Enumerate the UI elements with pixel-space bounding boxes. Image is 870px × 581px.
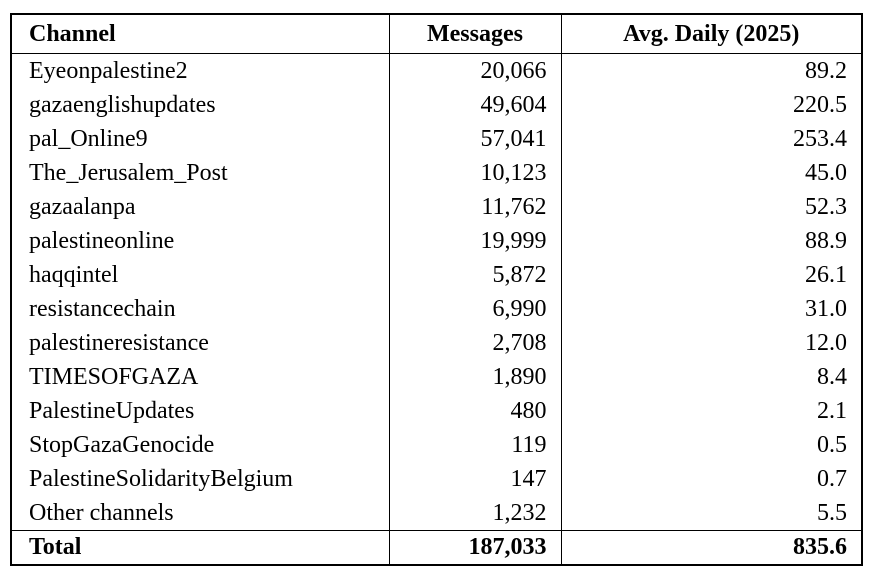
table-row: Other channels 1,232 5.5: [11, 496, 862, 531]
total-row: Total 187,033 835.6: [11, 530, 862, 565]
table-body: Eyeonpalestine2 20,066 89.2 gazaenglishupda…: [11, 53, 862, 531]
total-label: Total: [11, 530, 389, 565]
table-row: palestineonline 19,999 88.9: [11, 224, 862, 258]
table-row: TIMESOFGAZA 1,890 8.4: [11, 360, 862, 394]
table-row: The_Jerusalem_Post 10,123 45.0: [11, 156, 862, 190]
channel-cell: PalestineSolidarityBelgium: [29, 465, 293, 492]
channel-cell: StopGazaGenocide: [29, 431, 215, 458]
messages-cell: 119: [388, 428, 561, 462]
messages-cell: 480: [388, 394, 561, 428]
avg-daily-cell: 2.1: [560, 394, 862, 428]
messages-cell: 20,066: [388, 53, 561, 88]
channel-cell: PalestineUpdates: [29, 397, 195, 424]
table-header: Channel Messages Avg. Daily (2025): [11, 14, 862, 54]
table-row: PalestineUpdates 480 2.1: [11, 394, 862, 428]
column-header-messages: Messages: [388, 14, 561, 54]
channel-cell: haqqintel: [29, 261, 119, 288]
messages-cell: 57,041: [388, 122, 561, 156]
avg-daily-cell: 31.0: [560, 292, 862, 326]
avg-daily-cell: 220.5: [560, 88, 862, 122]
total-avg-daily: 835.6: [560, 530, 862, 565]
table-row: Eyeonpalestine2 20,066 89.2: [11, 53, 862, 88]
channel-cell: gazaenglishupdates: [29, 91, 216, 118]
avg-daily-cell: 5.5: [560, 496, 862, 531]
avg-daily-cell: 12.0: [560, 326, 862, 360]
avg-daily-cell: 45.0: [560, 156, 862, 190]
channel-cell: resistancechain: [29, 295, 176, 322]
messages-cell: 2,708: [388, 326, 561, 360]
messages-cell: 49,604: [388, 88, 561, 122]
messages-cell: 11,762: [388, 190, 561, 224]
avg-daily-cell: 26.1: [560, 258, 862, 292]
channel-cell: The_Jerusalem_Post: [29, 159, 228, 186]
avg-daily-cell: 88.9: [560, 224, 862, 258]
table-row: gazaalanpa 11,762 52.3: [11, 190, 862, 224]
channel-cell: Other channels: [29, 499, 174, 526]
channels-table: Channel Messages Avg. Daily (2025) Eyeon…: [10, 13, 863, 566]
channel-cell: pal_Online9: [29, 125, 148, 152]
avg-daily-cell: 0.7: [560, 462, 862, 496]
avg-daily-cell: 0.5: [560, 428, 862, 462]
messages-cell: 1,890: [388, 360, 561, 394]
avg-daily-cell: 89.2: [560, 53, 862, 88]
messages-cell: 10,123: [388, 156, 561, 190]
header-row: Channel Messages Avg. Daily (2025): [11, 14, 862, 54]
messages-cell: 6,990: [388, 292, 561, 326]
avg-daily-cell: 8.4: [560, 360, 862, 394]
messages-cell: 19,999: [388, 224, 561, 258]
table-row: palestineresistance 2,708 12.0: [11, 326, 862, 360]
channel-cell: gazaalanpa: [29, 193, 136, 220]
messages-cell: 5,872: [388, 258, 561, 292]
avg-daily-cell: 253.4: [560, 122, 862, 156]
avg-daily-cell: 52.3: [560, 190, 862, 224]
table-row: pal_Online9 57,041 253.4: [11, 122, 862, 156]
column-header-avg-daily: Avg. Daily (2025): [560, 14, 862, 54]
table-row: StopGazaGenocide 119 0.5: [11, 428, 862, 462]
channel-cell: TIMESOFGAZA: [29, 363, 199, 390]
channel-cell: palestineresistance: [29, 329, 209, 356]
messages-cell: 1,232: [388, 496, 561, 531]
table-footer: Total 187,033 835.6: [11, 530, 862, 565]
table-row: PalestineSolidarityBelgium 147 0.7: [11, 462, 862, 496]
table-row: resistancechain 6,990 31.0: [11, 292, 862, 326]
total-messages: 187,033: [388, 530, 561, 565]
column-header-channel: Channel: [11, 14, 389, 54]
channel-cell: palestineonline: [29, 227, 175, 254]
channel-cell: Eyeonpalestine2: [29, 57, 188, 84]
messages-cell: 147: [388, 462, 561, 496]
table-row: haqqintel 5,872 26.1: [11, 258, 862, 292]
table-row: gazaenglishupdates 49,604 220.5: [11, 88, 862, 122]
